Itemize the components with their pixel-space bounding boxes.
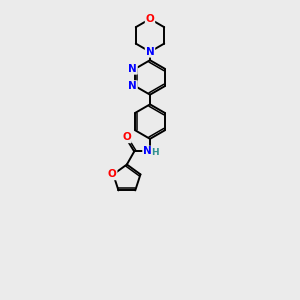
Text: N: N [128,64,137,74]
Text: N: N [128,81,137,91]
Text: O: O [146,14,154,24]
Text: O: O [108,169,117,179]
Text: H: H [151,148,158,157]
Text: N: N [146,47,154,57]
Text: N: N [143,146,152,157]
Text: O: O [122,132,131,142]
